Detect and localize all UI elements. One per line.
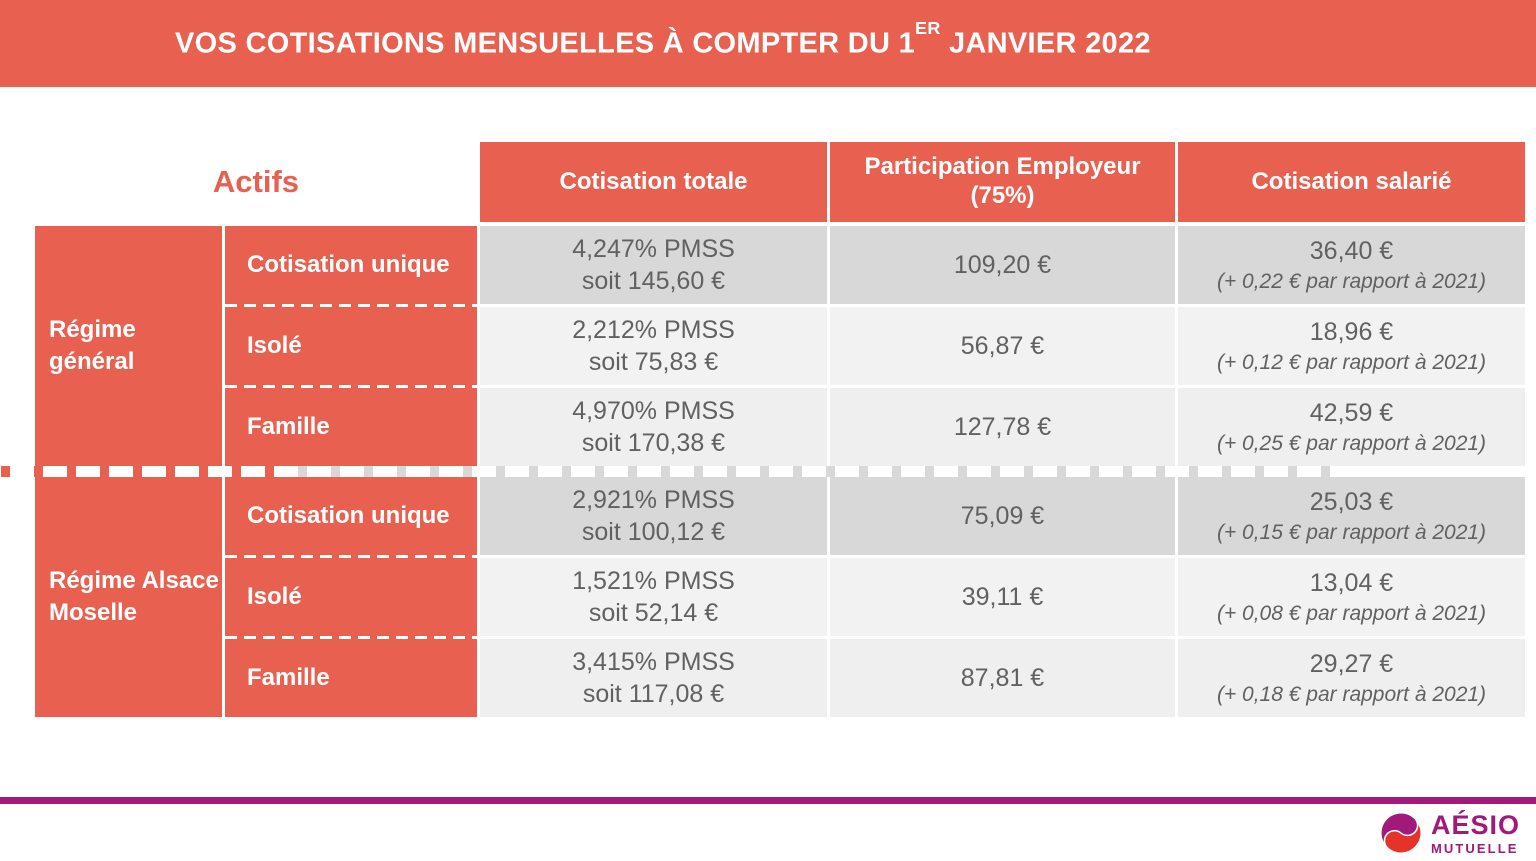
cell-cotisation-salarie: 18,96 € (+ 0,12 € par rapport à 2021) [1178,307,1525,385]
page-title-text: VOS COTISATIONS MENSUELLES À COMPTER DU … [175,27,916,60]
salarie-delta-note: (+ 0,15 € par rapport à 2021) [1216,520,1487,544]
salarie-amount: 25,03 € [1309,488,1394,517]
row-separator [225,555,1525,558]
pmss-amount: soit 117,08 € [582,680,725,708]
salarie-delta-note: (+ 0,25 € par rapport à 2021) [1216,431,1487,455]
group-regime-general: Régime général Cotisation unique 4,247% … [35,226,1525,466]
salarie-amount: 18,96 € [1309,318,1394,347]
logo-text: AÉSIO MUTUELLE [1430,809,1520,856]
cell-participation-employeur: 87,81 € [830,639,1175,717]
salarie-amount: 36,40 € [1309,237,1394,266]
cell-participation-employeur: 109,20 € [830,226,1175,304]
pmss-rate: 2,921% PMSS [572,485,735,514]
cotisations-table: Actifs Cotisation totale Participation E… [0,142,1525,717]
title-banner: VOS COTISATIONS MENSUELLES À COMPTER DU … [0,0,1536,87]
cell-cotisation-salarie: 25,03 € (+ 0,15 € par rapport à 2021) [1178,477,1525,555]
salarie-delta-note: (+ 0,18 € par rapport à 2021) [1216,682,1487,706]
pmss-amount: soit 145,60 € [581,267,726,295]
salarie-amount: 13,04 € [1309,569,1394,598]
pmss-amount: soit 170,38 € [581,429,726,457]
aesio-logo: AÉSIO MUTUELLE [1379,811,1520,855]
row-label: Cotisation unique [225,477,477,555]
pmss-rate: 2,212% PMSS [572,315,735,344]
row-label: Famille [225,639,477,717]
table-header-row: Actifs Cotisation totale Participation E… [35,142,1525,222]
row-label: Isolé [225,307,477,385]
column-header-participation-employeur: Participation Employeur (75%) [830,142,1175,222]
table-row: Famille 4,970% PMSS soit 170,38 € 127,78… [225,388,1525,466]
table-row: Isolé 2,212% PMSS soit 75,83 € 56,87 € 1… [225,307,1525,385]
cell-cotisation-totale: 2,921% PMSS soit 100,12 € [480,477,827,555]
group-label-regime-alsace-moselle: Régime Alsace Moselle [35,477,222,717]
cell-cotisation-salarie: 13,04 € (+ 0,08 € par rapport à 2021) [1178,558,1525,636]
dashed-separator [225,636,477,639]
salarie-amount: 29,27 € [1309,650,1394,679]
pmss-amount: soit 100,12 € [581,518,726,546]
salarie-delta-note: (+ 0,12 € par rapport à 2021) [1216,350,1487,374]
brand-subtitle: MUTUELLE [1430,840,1519,856]
pmss-rate: 4,970% PMSS [572,396,735,425]
salarie-delta-note: (+ 0,22 € par rapport à 2021) [1216,269,1487,293]
aesio-swirl-icon [1380,812,1422,854]
cell-cotisation-totale: 4,970% PMSS soit 170,38 € [480,388,827,466]
dashed-separator [225,555,477,558]
pmss-amount: soit 52,14 € [588,599,719,627]
pmss-rate: 4,247% PMSS [572,234,735,263]
dashed-separator [225,385,477,388]
cell-cotisation-totale: 3,415% PMSS soit 117,08 € [480,639,827,717]
row-separator [225,636,1525,639]
regime-divider-dashed [0,466,1335,477]
footer-accent-line [0,797,1536,804]
row-separator [225,385,1525,388]
cell-participation-employeur: 75,09 € [830,477,1175,555]
table-row: Isolé 1,521% PMSS soit 52,14 € 39,11 € 1… [225,558,1525,636]
page-title: VOS COTISATIONS MENSUELLES À COMPTER DU … [175,18,1151,61]
cell-cotisation-totale: 2,212% PMSS soit 75,83 € [480,307,827,385]
column-header-cotisation-totale: Cotisation totale [480,142,827,222]
corner-label-actifs: Actifs [212,164,300,199]
dashed-separator [225,304,477,307]
cell-participation-employeur: 127,78 € [830,388,1175,466]
cell-cotisation-totale: 4,247% PMSS soit 145,60 € [480,226,827,304]
cell-cotisation-salarie: 29,27 € (+ 0,18 € par rapport à 2021) [1178,639,1525,717]
page-title-suffix: JANVIER 2022 [940,27,1151,60]
cell-cotisation-salarie: 42,59 € (+ 0,25 € par rapport à 2021) [1178,388,1525,466]
cell-cotisation-salarie: 36,40 € (+ 0,22 € par rapport à 2021) [1178,226,1525,304]
row-label: Isolé [225,558,477,636]
group-regime-alsace-moselle: Régime Alsace Moselle Cotisation unique … [35,477,1525,717]
brand-name: AÉSIO [1430,809,1520,840]
group-label-regime-general: Régime général [35,226,222,466]
cell-participation-employeur: 56,87 € [830,307,1175,385]
pmss-rate: 3,415% PMSS [572,647,735,676]
salarie-delta-note: (+ 0,08 € par rapport à 2021) [1216,601,1487,625]
row-separator [225,304,1525,307]
cell-cotisation-totale: 1,521% PMSS soit 52,14 € [480,558,827,636]
column-header-cotisation-salarie: Cotisation salarié [1178,142,1525,222]
cell-participation-employeur: 39,11 € [830,558,1175,636]
row-label: Cotisation unique [225,226,477,304]
table-row: Famille 3,415% PMSS soit 117,08 € 87,81 … [225,639,1525,717]
pmss-amount: soit 75,83 € [588,348,719,376]
row-label: Famille [225,388,477,466]
salarie-amount: 42,59 € [1309,399,1394,428]
pmss-rate: 1,521% PMSS [572,566,735,595]
table-row: Cotisation unique 2,921% PMSS soit 100,1… [225,477,1525,555]
table-row: Cotisation unique 4,247% PMSS soit 145,6… [225,226,1525,304]
page-title-superscript: ER [915,18,941,39]
